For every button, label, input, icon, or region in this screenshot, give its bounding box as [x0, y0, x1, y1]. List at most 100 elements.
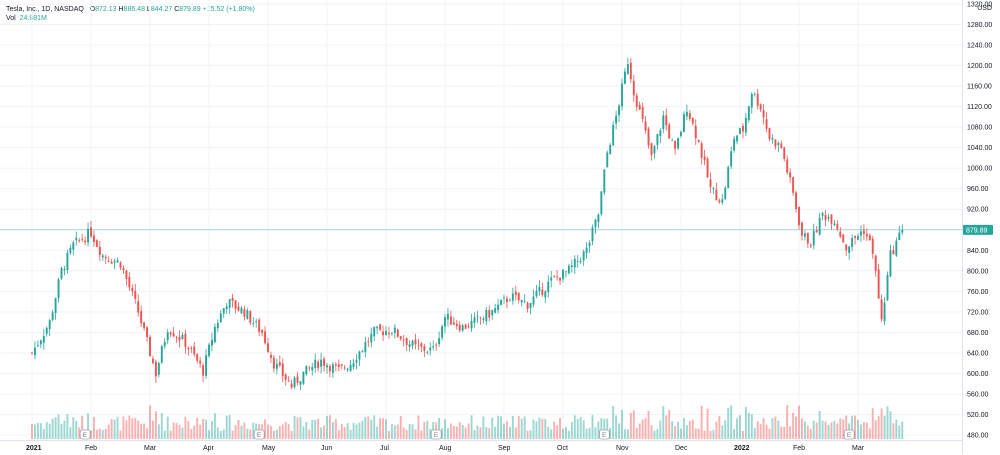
volume-bar [284, 421, 287, 439]
candle-body [806, 233, 809, 244]
candle-body [104, 256, 107, 259]
volume-bar [444, 419, 446, 439]
y-tick-label: 800.00 [967, 268, 989, 275]
volume-bar [90, 430, 92, 439]
candle-body [405, 337, 408, 346]
volume-bar [267, 424, 269, 439]
volume-bar [78, 427, 81, 439]
volume-bar [901, 421, 904, 439]
volume-bar [556, 425, 559, 439]
volume-bar [854, 415, 857, 439]
high-label: H [118, 6, 124, 13]
candle-body [803, 233, 806, 237]
candle-body [886, 274, 889, 301]
candle-body [582, 251, 585, 261]
candle-body [626, 64, 629, 74]
volume-bar [187, 421, 190, 439]
volume-bar [337, 430, 340, 439]
volume-bar [768, 428, 771, 439]
volume-bar [390, 424, 393, 439]
volume-bar [682, 417, 685, 439]
volume-bar [116, 416, 119, 439]
volume-bar [143, 423, 146, 439]
candle-body [311, 367, 314, 371]
candle-body [446, 313, 449, 320]
candle-body [795, 192, 798, 209]
volume-bar [579, 416, 582, 439]
x-tick-label: Mar [852, 445, 865, 452]
candle-body [287, 380, 290, 382]
volume-bar [202, 418, 205, 439]
volume-bar [311, 419, 314, 439]
volume-bar [564, 427, 567, 439]
candle-body [107, 260, 110, 262]
candle-body [895, 240, 898, 256]
candle-body [128, 276, 131, 288]
volume-bar [149, 405, 151, 439]
volume-bar [249, 429, 252, 439]
low-label: L [146, 6, 151, 13]
volume-bar [367, 416, 370, 439]
candle-body [60, 267, 63, 279]
candle-body [594, 219, 597, 228]
candle-body [564, 271, 567, 273]
candle-body [314, 359, 317, 369]
candle-body [644, 121, 647, 131]
volume-bar [859, 424, 862, 439]
candle-body [874, 255, 877, 272]
candle-body [753, 93, 756, 95]
volume-bar [898, 425, 901, 439]
volume-bar [122, 416, 125, 439]
volume-bar [302, 426, 305, 439]
volume-bar [647, 410, 650, 439]
candle-body [901, 229, 904, 233]
volume-bar [889, 411, 892, 439]
candle-body [585, 247, 588, 254]
candle-body [789, 172, 792, 178]
candle-body [662, 115, 665, 130]
volume-bar [63, 420, 66, 439]
candle-body [98, 246, 101, 256]
volume-bar [517, 416, 520, 439]
volume-bar [290, 430, 293, 439]
candle-body [411, 340, 414, 346]
volume-bar [792, 412, 795, 439]
candle-body [267, 343, 269, 353]
candle-body [269, 354, 272, 358]
candle-body [836, 223, 839, 230]
x-tick-label: Nov [616, 445, 629, 452]
earnings-marker [843, 429, 855, 440]
volume-bar [668, 409, 671, 439]
candle-body [78, 240, 81, 241]
candle-body [517, 292, 520, 301]
candle-body [355, 360, 358, 363]
low-value: 844.27 [150, 6, 173, 13]
volume-bar [193, 425, 196, 439]
volume-bar [181, 427, 184, 439]
volume-bar [417, 415, 420, 439]
time-axis[interactable] [0, 440, 962, 455]
volume-bar [544, 418, 547, 439]
candle-body [842, 234, 845, 243]
candle-body [721, 199, 724, 203]
candle-body [119, 262, 122, 268]
volume-bar [426, 420, 429, 439]
volume-bar [364, 417, 367, 439]
volume-bar [31, 423, 33, 439]
volume-bar [151, 420, 154, 439]
candle-body [632, 80, 635, 96]
volume-bar [234, 425, 237, 439]
candle-body [497, 304, 500, 311]
candle-body [532, 296, 535, 305]
candle-body [892, 250, 895, 255]
candle-body [718, 200, 721, 203]
volume-bar [656, 429, 659, 439]
volume-bar [334, 418, 337, 439]
earnings-marker [598, 429, 610, 440]
candle-body [340, 364, 343, 366]
candle-body [576, 260, 579, 262]
volume-bar [72, 417, 75, 439]
volume-bar [205, 419, 208, 439]
volume-bar [774, 416, 777, 439]
